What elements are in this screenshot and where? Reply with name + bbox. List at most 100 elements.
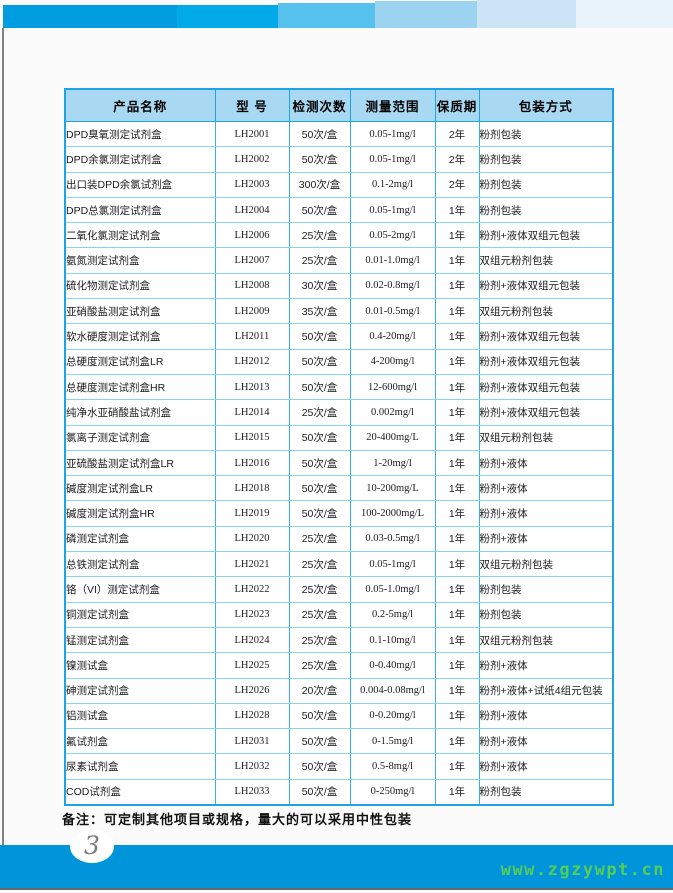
table-cell: 1年	[434, 753, 480, 780]
table-cell: LH2020	[214, 525, 290, 553]
table-cell: 1年	[434, 652, 480, 679]
table-cell: 30次/盒	[288, 272, 351, 300]
table-row: 锰测定试剂盒 LH2024 25次/盒 0.1-10mg/l 1年 双组元粉剂包装	[64, 626, 614, 654]
banner-segment	[177, 5, 278, 28]
table-cell: 纯净水亚硝酸盐试剂盒	[64, 399, 216, 426]
table-cell: 氯离子测定试剂盒	[64, 424, 216, 451]
footnote: 备注：可定制其他项目或规格，量大的可以采用中性包装	[62, 812, 413, 827]
table-cell: 50次/盒	[288, 753, 351, 780]
table-cell: 双组元粉剂包装	[478, 551, 614, 578]
table-header: 产品名称型 号检测次数 测量范围 保质期 包装方式	[64, 88, 614, 122]
table-row: 出口装DPD余氯试剂盒 LH2003 300次/盒 0.1-2mg/l 2年 粉剂包装	[64, 171, 614, 198]
table-cell: 0.03-0.5mg/l	[349, 525, 436, 553]
table-cell: 粉剂+液体+试纸4组元包装	[478, 677, 614, 704]
table-cell: 20次/盒	[288, 677, 351, 704]
table-cell: LH2008	[214, 272, 290, 300]
table-cell: 0.2-5mg/l	[349, 601, 436, 628]
table-cell: LH2023	[214, 601, 290, 628]
table-cell: 25次/盒	[288, 399, 351, 426]
table-cell: 氟试剂盒	[64, 728, 216, 755]
table-cell: 1年	[434, 626, 480, 654]
table-row: 总硬度测定试剂盒HR LH2013 50次/盒 12-600mg/l 1年 粉剂+液体双组…	[64, 373, 614, 401]
table-cell: 0.02-0.8mg/l	[349, 272, 436, 300]
table-row: 氯离子测定试剂盒 LH2015 50次/盒 20-400mg/L 1年 双组元粉剂包装	[64, 424, 614, 451]
table-cell: 50次/盒	[288, 348, 351, 375]
table-cell: 1年	[434, 702, 480, 730]
table-cell: 0-1.5mg/l	[349, 728, 436, 755]
table-cell: 软水硬度测定试剂盒	[64, 323, 216, 350]
watermark-url: www.zgzywpt.cn	[500, 860, 665, 880]
table-cell: LH2013	[214, 373, 290, 401]
table-cell: 1年	[434, 298, 480, 325]
table-cell: 10-200mg/L	[349, 475, 436, 502]
table-cell: 总硬度测定试剂盒LR	[64, 348, 216, 375]
table-cell: 1年	[434, 601, 480, 628]
banner-segment	[576, 0, 673, 28]
table-cell: LH2022	[214, 576, 290, 603]
table-cell: LH2032	[214, 753, 290, 780]
table-cell: 50次/盒	[288, 424, 351, 451]
table-cell: 粉剂包装	[478, 778, 614, 806]
table-cell: 0.05-1mg/l	[349, 196, 436, 224]
table-cell: 铝测试盒	[64, 702, 216, 730]
table-cell: 粉剂+液体	[478, 449, 614, 477]
table-cell: 双组元粉剂包装	[478, 298, 614, 325]
table-cell: 粉剂+液体	[478, 728, 614, 755]
table-row: 亚硝酸盐测定试剂盒 LH2009 35次/盒 0.01-0.5mg/l 1年 双组元粉剂包…	[64, 298, 614, 325]
table-cell: 25次/盒	[288, 652, 351, 679]
table-cell: 2年	[434, 146, 480, 173]
table-cell: 1年	[434, 247, 480, 274]
table-cell: 粉剂包装	[478, 120, 614, 148]
table-body: DPD臭氧测定试剂盒 LH2001 50次/盒 0.05-1mg/l 2年 粉剂包装 DPD…	[64, 120, 614, 806]
page-number-notch	[70, 830, 114, 863]
table-cell: 50次/盒	[288, 778, 351, 806]
table-cell: 1年	[434, 728, 480, 755]
column-header: 测量范围	[349, 88, 436, 122]
table-cell: 0-250mg/l	[349, 778, 436, 806]
table-cell: 25次/盒	[288, 525, 351, 553]
table-row: DPD臭氧测定试剂盒 LH2001 50次/盒 0.05-1mg/l 2年 粉剂包装	[64, 120, 614, 148]
table-cell: 尿素试剂盒	[64, 753, 216, 780]
table-cell: 出口装DPD余氯试剂盒	[64, 171, 216, 198]
table-cell: 1年	[434, 475, 480, 502]
table-cell: 0.05-1mg/l	[349, 120, 436, 148]
table-cell: 35次/盒	[288, 298, 351, 325]
table-cell: 50次/盒	[288, 323, 351, 350]
table-cell: LH2026	[214, 677, 290, 704]
table-cell: 1年	[434, 399, 480, 426]
table-cell: 铬（VI）测定试剂盒	[64, 576, 216, 603]
table-cell: 砷测定试剂盒	[64, 677, 216, 704]
table-row: 二氧化氯测定试剂盒 LH2006 25次/盒 0.05-2mg/l 1年 粉剂+液体双组元…	[64, 222, 614, 249]
table-cell: 亚硫酸盐测定试剂盒LR	[64, 449, 216, 477]
table-cell: 12-600mg/l	[349, 373, 436, 401]
table-cell: 碱度测定试剂盒HR	[64, 500, 216, 527]
table-cell: 1年	[434, 196, 480, 224]
column-header: 检测次数	[288, 88, 351, 122]
table-row: 砷测定试剂盒 LH2026 20次/盒 0.004-0.08mg/l 1年 粉剂+液体+试…	[64, 677, 614, 704]
table-header-row: 产品名称型 号检测次数 测量范围 保质期 包装方式	[64, 88, 614, 122]
table-cell: 50次/盒	[288, 500, 351, 527]
table-cell: 粉剂包装	[478, 601, 614, 628]
table-cell: 0.1-2mg/l	[349, 171, 436, 198]
table-row: 铝测试盒 LH2028 50次/盒 0-0.20mg/l 1年 粉剂+液体	[64, 702, 614, 730]
table-cell: 0.002mg/l	[349, 399, 436, 426]
table-cell: 粉剂包装	[478, 576, 614, 603]
table-cell: LH2004	[214, 196, 290, 224]
table-cell: 二氧化氯测定试剂盒	[64, 222, 216, 249]
table-cell: 总硬度测定试剂盒HR	[64, 373, 216, 401]
table-cell: LH2031	[214, 728, 290, 755]
table-cell: LH2033	[214, 778, 290, 806]
table-cell: 0.004-0.08mg/l	[349, 677, 436, 704]
table-cell: 1年	[434, 424, 480, 451]
banner-segment	[278, 3, 375, 28]
table-cell: 100-2000mg/L	[349, 500, 436, 527]
table-cell: 0.4-20mg/l	[349, 323, 436, 350]
table-cell: 1年	[434, 677, 480, 704]
table-cell: 粉剂+液体	[478, 525, 614, 553]
table-cell: 粉剂+液体	[478, 500, 614, 527]
table-row: 硫化物测定试剂盒 LH2008 30次/盒 0.02-0.8mg/l 1年 粉剂+液体双组…	[64, 272, 614, 300]
table-row: 氟试剂盒 LH2031 50次/盒 0-1.5mg/l 1年 粉剂+液体	[64, 728, 614, 755]
table-row: 纯净水亚硝酸盐试剂盒 LH2014 25次/盒 0.002mg/l 1年 粉剂+液体双组元…	[64, 399, 614, 426]
bottom-edge-line	[0, 888, 673, 890]
table-cell: LH2019	[214, 500, 290, 527]
